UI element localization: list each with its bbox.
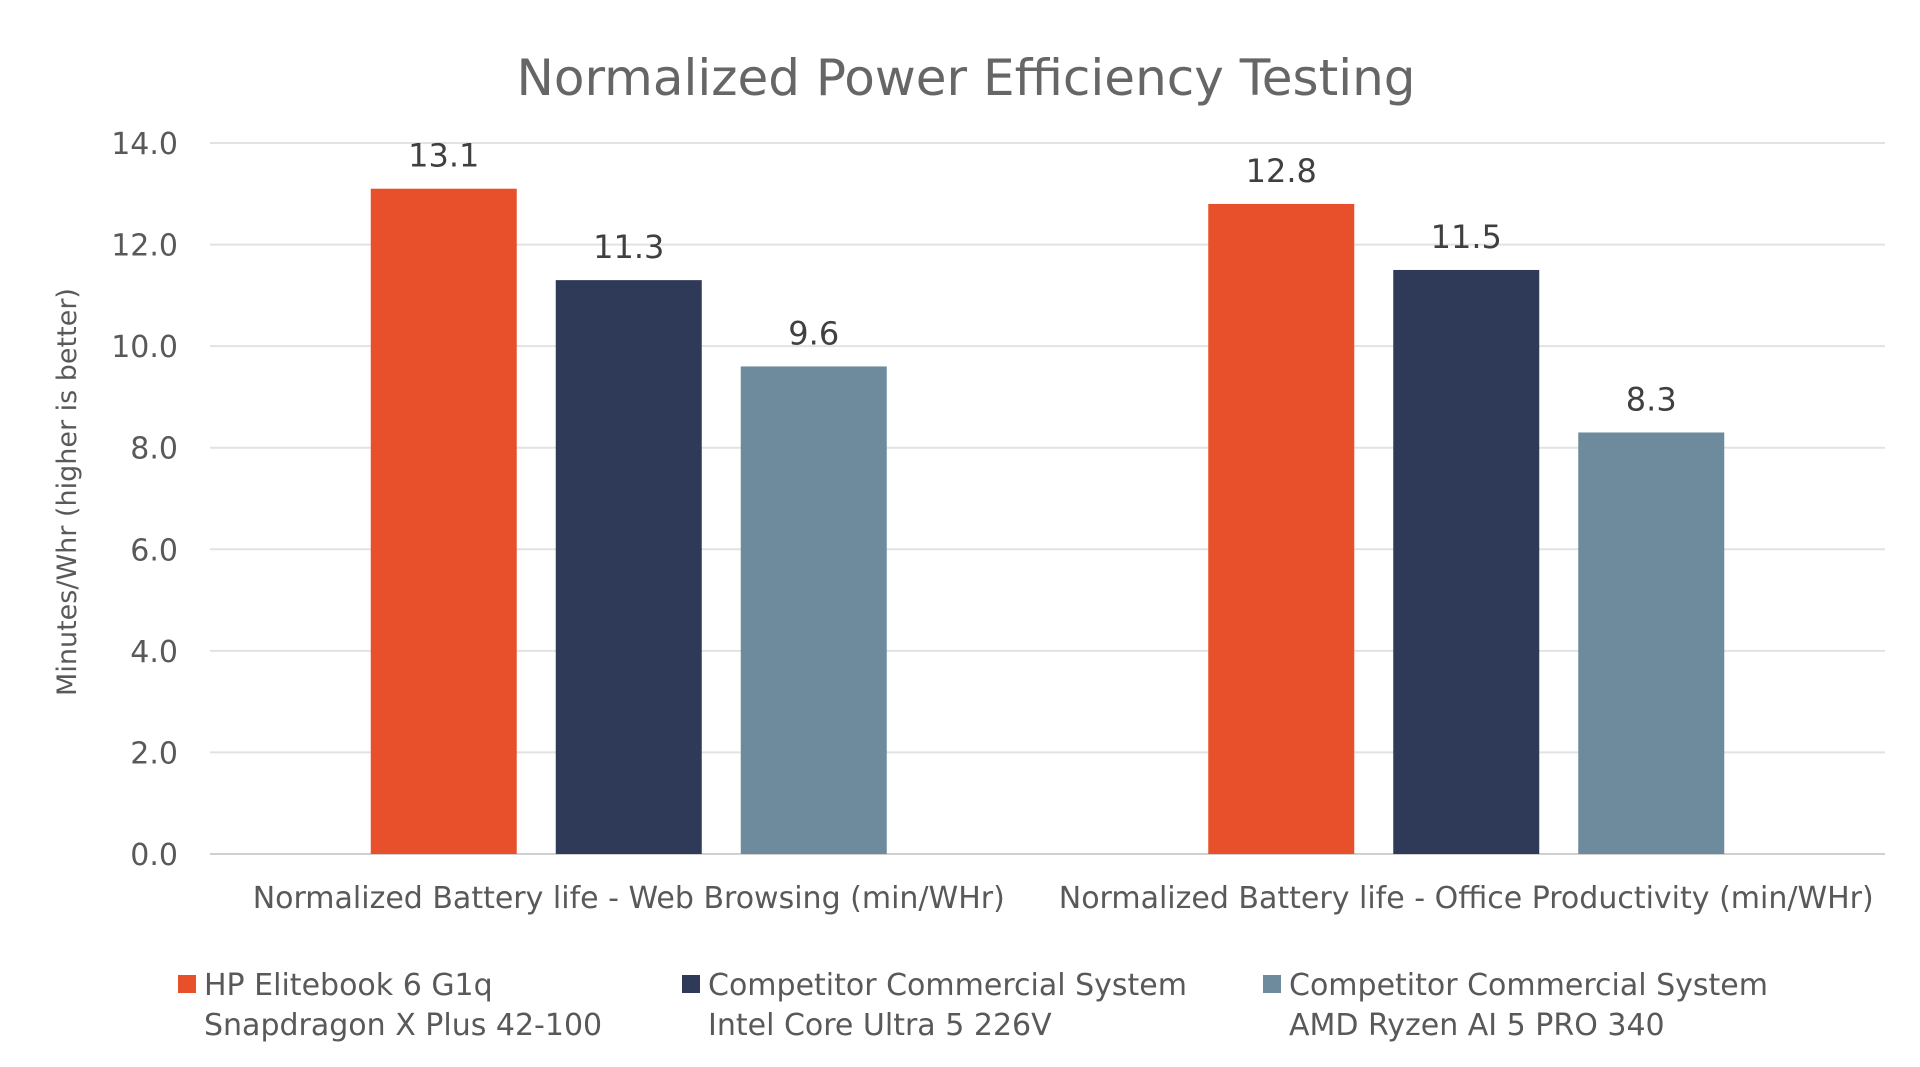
bar bbox=[555, 280, 702, 854]
legend-swatch bbox=[1263, 975, 1281, 993]
data-label: 9.6 bbox=[788, 314, 839, 352]
legend-swatch bbox=[682, 975, 700, 993]
y-tick-label: 12.0 bbox=[111, 229, 178, 264]
legend-label: AMD Ryzen AI 5 PRO 340 bbox=[1289, 1008, 1665, 1043]
legend-swatch bbox=[178, 975, 196, 993]
bars bbox=[370, 188, 1725, 854]
data-label: 11.5 bbox=[1431, 218, 1502, 256]
bar bbox=[740, 366, 887, 854]
data-label: 8.3 bbox=[1626, 380, 1677, 418]
category-labels: Normalized Battery life - Web Browsing (… bbox=[253, 881, 1874, 916]
chart-title: Normalized Power Efficiency Testing bbox=[516, 49, 1415, 107]
legend: HP Elitebook 6 G1q Snapdragon X Plus 42-1… bbox=[178, 968, 1768, 1043]
y-tick-label: 8.0 bbox=[130, 432, 178, 467]
category-label: Normalized Battery life - Office Product… bbox=[1059, 881, 1874, 916]
data-label: 13.1 bbox=[408, 137, 479, 175]
y-tick-label: 0.0 bbox=[130, 838, 178, 873]
bar bbox=[370, 188, 517, 854]
y-axis-label: Minutes/Whr (higher is better) bbox=[52, 288, 83, 696]
y-tick-label: 10.0 bbox=[111, 330, 178, 365]
legend-label: Competitor Commercial System bbox=[1289, 968, 1768, 1003]
bar bbox=[1208, 203, 1355, 854]
legend-label: Snapdragon X Plus 42-100 bbox=[204, 1008, 602, 1043]
y-axis-ticks: 0.0 2.0 4.0 6.0 8.0 10.0 12.0 14.0 bbox=[111, 127, 178, 873]
bar bbox=[1578, 432, 1725, 854]
bar bbox=[1393, 269, 1540, 854]
y-tick-label: 14.0 bbox=[111, 127, 178, 162]
legend-label: Competitor Commercial System bbox=[708, 968, 1187, 1003]
data-label: 11.3 bbox=[593, 228, 664, 266]
legend-label: HP Elitebook 6 G1q bbox=[204, 968, 493, 1003]
data-labels: 13.1 11.3 9.6 12.8 11.5 8.3 bbox=[408, 137, 1677, 419]
legend-label: Intel Core Ultra 5 226V bbox=[708, 1008, 1052, 1043]
y-tick-label: 2.0 bbox=[130, 736, 178, 771]
data-label: 12.8 bbox=[1246, 152, 1317, 190]
y-tick-label: 6.0 bbox=[130, 533, 178, 568]
category-label: Normalized Battery life - Web Browsing (… bbox=[253, 881, 1005, 916]
y-tick-label: 4.0 bbox=[130, 635, 178, 670]
